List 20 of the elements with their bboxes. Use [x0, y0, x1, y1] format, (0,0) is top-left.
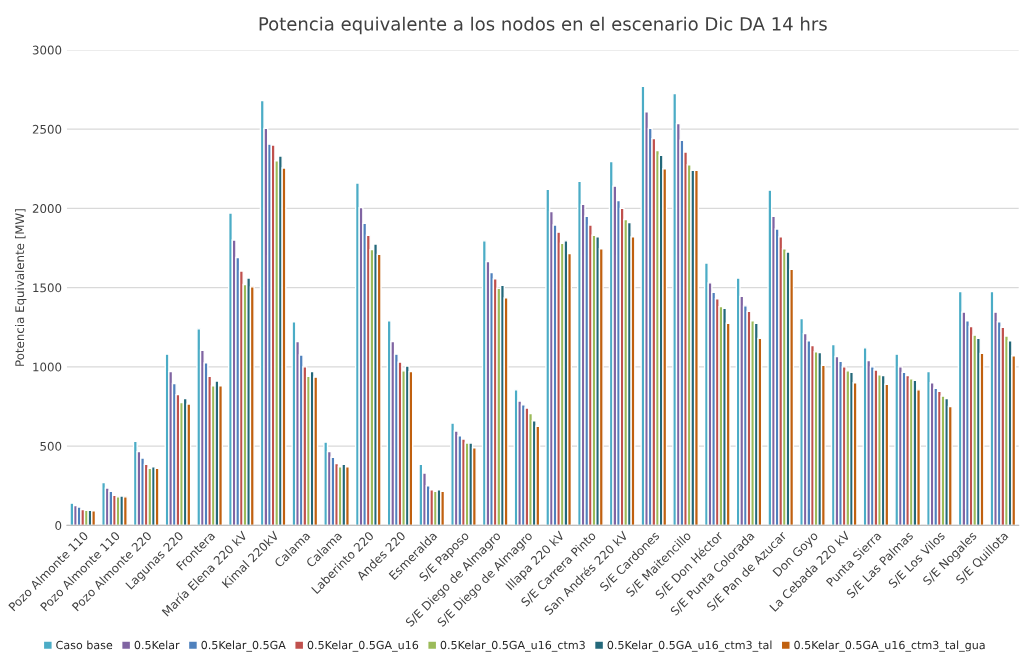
bar: [471, 446, 477, 526]
y-tick-label: 2000: [32, 204, 62, 214]
legend-label: 0.5Kelar_0.5GA_u16: [307, 640, 419, 652]
legend-label: 0.5Kelar_0.5GA: [201, 640, 286, 652]
legend-label: 0.5Kelar_0.5GA_u16_ctm3_tal_gua: [794, 640, 985, 652]
y-tick-label: 1000: [33, 362, 62, 372]
chart-title: Potencia equivalente a los nodos en el escenario Dic DA 14 hrs: [259, 16, 827, 35]
legend-label: 0.5Kelar_0.5GA_u16_ctm3_tal: [607, 640, 772, 652]
y-tick-label: 1500: [33, 283, 62, 293]
y-tick-label: 2500: [32, 124, 62, 134]
bar: [440, 490, 446, 526]
y-tick-label: 3000: [32, 45, 62, 55]
y-tick-label: 0: [55, 521, 62, 530]
bar: [154, 467, 160, 526]
legend-label: 0.5Kelar_0.5GA_u16_ctm3: [440, 640, 585, 652]
legend-label: 0.5Kelar: [134, 640, 180, 650]
legend-label: Caso base: [56, 640, 113, 650]
y-tick-label: 500: [40, 441, 62, 451]
y-axis-title: Potencia Equivalente [MW]: [15, 209, 27, 366]
bar: [91, 510, 97, 526]
